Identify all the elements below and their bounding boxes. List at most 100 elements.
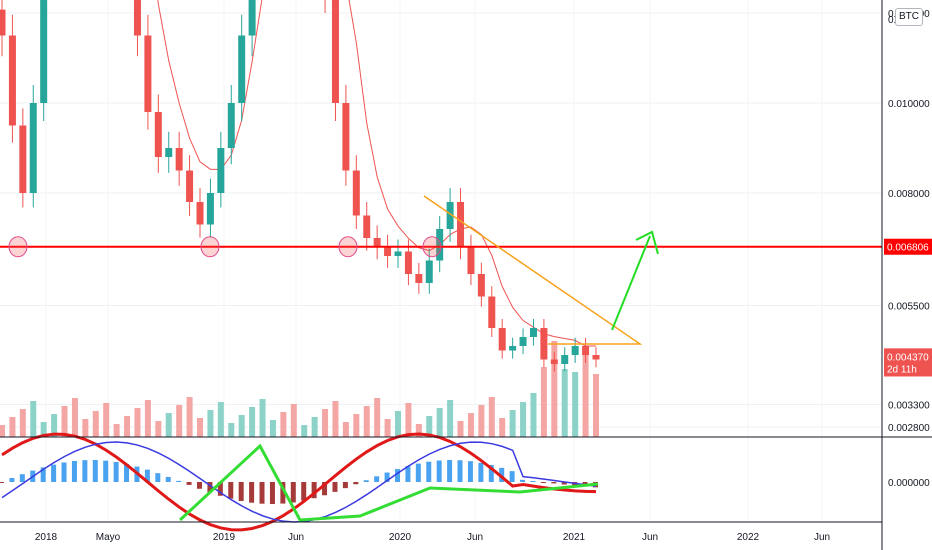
volume-bar [92, 411, 99, 437]
histogram-bar [540, 482, 546, 483]
histogram-bar [165, 476, 171, 482]
x-tick-label: 2021 [563, 532, 586, 543]
candle [457, 202, 465, 247]
candle [529, 328, 537, 337]
volume-bar [384, 419, 391, 437]
candle [144, 35, 152, 112]
x-tick-label: Jun [814, 532, 830, 543]
y-tick-label: 0.005500 [888, 302, 930, 313]
volume-bar [19, 409, 26, 437]
volume-bar [228, 423, 235, 437]
histogram-bar [436, 460, 442, 482]
volume-bar [249, 407, 256, 437]
volume-bar [186, 397, 193, 437]
price-label [884, 238, 932, 255]
price-label-text: 0.006806 [887, 243, 929, 254]
osc-tick-label: 0.000000 [888, 478, 930, 489]
volume-bar [238, 415, 245, 437]
candle [509, 346, 517, 351]
histogram-bar [457, 460, 463, 482]
candle [519, 337, 527, 346]
histogram-bar [353, 482, 359, 485]
volume-bar [561, 369, 568, 437]
candle [446, 202, 454, 229]
candle [384, 247, 392, 256]
volume-bar [520, 402, 527, 437]
candle [571, 346, 579, 355]
volume-bar [332, 401, 339, 437]
price-label [884, 360, 932, 377]
candle [248, 0, 256, 36]
histogram-bar [374, 476, 380, 482]
volume-bar [40, 422, 47, 437]
volume-bar [82, 419, 89, 437]
histogram-bar [478, 462, 484, 482]
candle [561, 355, 569, 364]
volume-bar [134, 408, 141, 437]
candle [477, 274, 485, 297]
volume-bar [530, 393, 537, 437]
touch-marker [8, 236, 28, 258]
histogram-bar [499, 467, 505, 482]
volume-bar [374, 398, 381, 437]
histogram-bar [426, 461, 432, 482]
candle [40, 0, 48, 103]
histogram-bar [290, 482, 296, 503]
histogram-bar [269, 482, 275, 504]
candle [404, 251, 412, 274]
candle [206, 193, 214, 225]
histogram-bar [530, 481, 536, 483]
candle [425, 260, 433, 283]
candle [154, 112, 162, 157]
volume-bar [51, 414, 58, 437]
volume-bar [509, 410, 516, 437]
y-tick-label: 0.010000 [888, 99, 930, 110]
volume-bar [103, 403, 110, 437]
volume-bar [144, 400, 151, 437]
histogram-bar [561, 482, 567, 485]
breakout-arrow [611, 235, 651, 331]
sma-line [43, 0, 596, 347]
candle [363, 215, 371, 238]
volume-bar [280, 412, 287, 437]
candle [19, 125, 27, 193]
histogram-bar [61, 462, 67, 482]
volume-bar [447, 400, 454, 437]
volume-bar [551, 341, 558, 437]
histogram-bar [415, 463, 421, 482]
touch-marker [338, 236, 358, 258]
histogram-bar [155, 473, 161, 482]
volume-bar [593, 374, 599, 437]
candle [550, 359, 558, 364]
x-tick-label: 2022 [737, 532, 760, 543]
histogram-bar [40, 467, 46, 482]
histogram-bar [447, 460, 453, 482]
histogram-bar [176, 480, 182, 482]
touch-marker [200, 236, 220, 258]
volume-bar [436, 408, 443, 437]
annotations [0, 195, 882, 345]
volume-bar [155, 421, 162, 437]
candle [8, 35, 16, 126]
histogram-bar [488, 465, 494, 482]
volume-bar [176, 405, 183, 437]
candle [436, 229, 444, 261]
histogram-bar [51, 464, 57, 482]
currency-badge[interactable]: BTC [895, 8, 923, 26]
volume-bar [259, 399, 266, 437]
price-label [884, 348, 932, 365]
candle [331, 0, 339, 103]
volume-bar [9, 417, 16, 437]
candle [186, 170, 194, 202]
x-tick-label: 2018 [35, 532, 58, 543]
price-label-text: 2d 11h [887, 365, 917, 376]
candle [342, 103, 350, 171]
volume-bars [0, 341, 599, 437]
volume-bar [582, 346, 589, 437]
x-tick-label: 2019 [213, 532, 236, 543]
histogram-bar [19, 474, 25, 482]
histogram-bar [551, 482, 557, 484]
y-tick-label: 0.008000 [888, 189, 930, 200]
histogram-bar [82, 460, 88, 482]
